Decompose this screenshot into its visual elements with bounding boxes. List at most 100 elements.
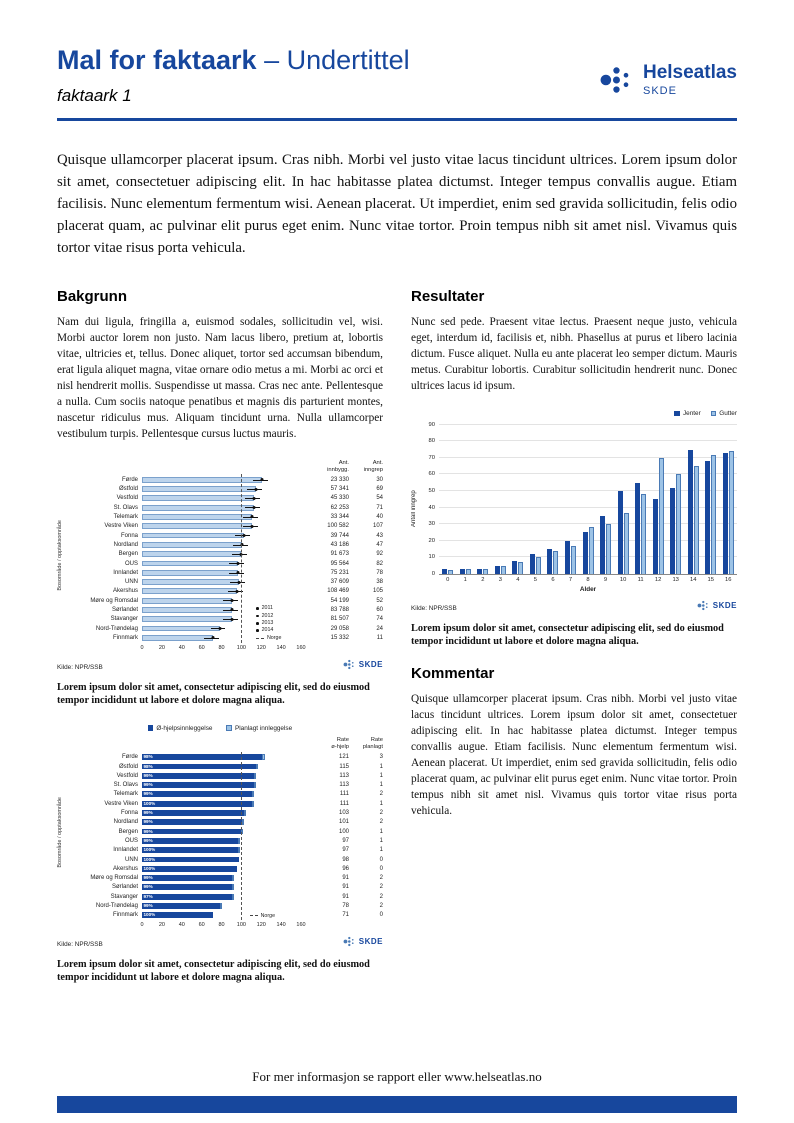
chart-row: Akershus 100% 96 0 [68, 864, 383, 873]
chart2-plot-area: 0 10 20 30 40 50 60 70 80 90 0 1 2 3 4 5 6 7 8 9 10 11 12 13 14… [429, 422, 738, 593]
bar [705, 461, 711, 574]
chart2-source: Kilde: NPR/SSB [411, 604, 457, 612]
y-tick-label: 10 [428, 554, 435, 561]
chart-row: Innlandet 100% 97 1 [68, 846, 383, 855]
bar-track: 98% [142, 753, 301, 762]
bar-track: 99% [142, 808, 301, 817]
bar-percent-label: 99% [143, 782, 153, 788]
value-col2: 60 [376, 606, 383, 613]
value-col2: 1 [379, 847, 383, 854]
x-tick-label: 14 [689, 576, 697, 583]
region-label: Stavanger [110, 893, 138, 900]
x-tick-label: 20 [158, 921, 165, 928]
chart-row: Nord-Trøndelag 29 058 24 [68, 624, 383, 633]
year-marker-icon [256, 622, 260, 625]
y-tick-label: 90 [428, 421, 435, 428]
value-col2: 2 [379, 791, 383, 798]
bar [564, 540, 570, 574]
x-tick-label: 9 [603, 576, 608, 583]
bar [547, 548, 553, 574]
y-tick-label: 70 [428, 454, 435, 461]
value-col1: 33 344 [330, 514, 349, 521]
bar [459, 568, 465, 574]
value-col1: 62 253 [330, 504, 349, 511]
value-col1: 113 [339, 772, 349, 779]
region-label: Fonna [120, 532, 138, 539]
bar-rate [142, 634, 213, 641]
marker-dot [218, 627, 221, 631]
value-col1: 39 744 [330, 532, 349, 539]
year-legend-item: 2014 [256, 627, 281, 634]
y-tick-label: 20 [428, 537, 435, 544]
age-group [720, 425, 738, 574]
value-col2: 47 [376, 541, 383, 548]
value-col2: 2 [379, 819, 383, 826]
bar-track: 99% [142, 818, 301, 827]
bar-rate [142, 495, 255, 502]
bar [570, 545, 576, 574]
marker-dot [250, 515, 254, 519]
bar-emergency: 99% [142, 828, 242, 835]
value-col2: 43 [376, 532, 383, 539]
value-col1: 78 [342, 902, 349, 909]
bar [606, 524, 612, 574]
bar-track: 99% [142, 836, 301, 845]
bar-rate [142, 523, 253, 530]
region-label: Innlandet [113, 847, 138, 854]
value-col1: 96 [342, 865, 349, 872]
bar [687, 449, 693, 574]
chart-row: OUS 95 564 82 [68, 559, 383, 568]
x-tick-label: 140 [276, 921, 286, 928]
bar-rate [142, 569, 239, 576]
chart-row: Innlandet 75 231 78 [68, 568, 383, 577]
legend-swatch [674, 410, 680, 417]
bar-rate [142, 551, 242, 558]
logo-name: Helseatlas [642, 62, 737, 83]
x-tick-label: 6 [551, 576, 555, 583]
value-col2: 78 [376, 569, 383, 576]
region-label: Førde [121, 754, 138, 761]
page-title: Mal for faktaark – Undertittel [57, 45, 410, 76]
title-suffix: – Undertittel [264, 45, 410, 75]
value-col2: 11 [376, 634, 383, 641]
bar-track: 98% [142, 762, 301, 771]
chart1-y-axis-label: Bosområde / opptaksområde [57, 520, 63, 592]
value-col2: 2 [379, 884, 383, 891]
chart-row: Østfold 98% 115 1 [68, 762, 383, 771]
marker-dot [236, 561, 240, 565]
bar [617, 491, 623, 574]
region-label: Sørlandet [111, 606, 138, 613]
chart-row: OUS 99% 97 1 [68, 836, 383, 845]
value-col1: 71 [342, 912, 349, 919]
legend-swatch-light [226, 725, 232, 731]
chart-row: Vestfold 45 330 54 [68, 494, 383, 503]
bar [641, 494, 647, 574]
bar-rate [142, 579, 240, 585]
age-group [492, 425, 510, 574]
chart-row: Nord-Trøndelag 99% 78 2 [68, 901, 383, 910]
bar-emergency: 99% [142, 819, 243, 826]
region-label: Telemark [113, 514, 138, 521]
bar [600, 515, 606, 574]
region-label: Nordland [113, 819, 138, 826]
gridline [439, 539, 737, 541]
bar-percent-label: 98% [143, 754, 153, 760]
bar-percent-label: 99% [143, 819, 153, 825]
skde-dots-icon [697, 600, 708, 610]
region-label: Finnmark [112, 912, 138, 919]
value-col1: 111 [339, 800, 349, 807]
logo-text: Helseatlas SKDE [643, 63, 737, 97]
marker-dot [260, 478, 264, 482]
bar-track: 99% [142, 827, 301, 836]
norge-legend-label: Norge [266, 634, 282, 641]
region-label: Innlandet [113, 569, 138, 576]
chart2-caption: Lorem ipsum dolor sit amet, consectetur … [411, 622, 724, 648]
chart1-x-axis: 0 20 40 60 80 100 120 140 160 [140, 644, 305, 652]
age-group [667, 425, 685, 574]
bar [500, 565, 506, 574]
chart2-y-axis-label: Antall inngrep [411, 490, 417, 528]
right-column: Resultater Nunc sed pede. Praesent vitae… [411, 288, 737, 1001]
chart-row: Østfold 57 341 69 [68, 484, 383, 493]
year-marker-icon [256, 629, 260, 633]
bar-track [142, 475, 301, 484]
